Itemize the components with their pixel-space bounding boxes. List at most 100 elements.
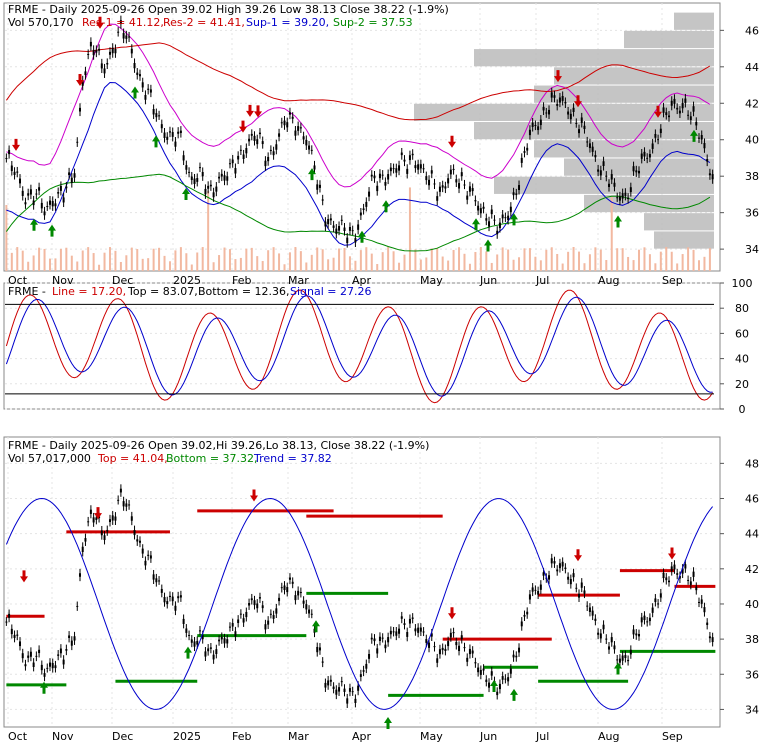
candle-body: [392, 631, 395, 633]
volume-bar: [572, 247, 575, 271]
candle-body: [248, 138, 251, 142]
x-tick-label: Nov: [52, 274, 74, 287]
candle-body: [665, 577, 668, 581]
candle-body: [602, 161, 605, 166]
candle-body: [89, 509, 92, 514]
candle-body: [92, 517, 95, 523]
candle-body: [528, 594, 531, 600]
x-tick-label: Mar: [288, 274, 309, 287]
arrow-shape: [448, 135, 456, 148]
candle-body: [198, 630, 201, 632]
candle-body: [239, 613, 242, 615]
candle-body: [335, 228, 338, 234]
candle-body: [68, 172, 71, 176]
volume-bar: [670, 251, 673, 271]
candle-body: [706, 159, 709, 162]
candle-body: [234, 168, 237, 174]
sell-arrow-icon: [668, 547, 676, 560]
candle-body: [117, 31, 120, 33]
volume-bar: [419, 259, 422, 271]
candle-body: [179, 130, 182, 134]
candle-body: [422, 168, 425, 170]
candle-body: [477, 667, 480, 673]
volume-profile-bar: [474, 122, 714, 140]
candle-body: [597, 169, 600, 172]
candle-body: [542, 106, 545, 111]
candle-body: [62, 659, 65, 665]
volume-bar: [561, 263, 564, 271]
candle-body: [528, 129, 531, 136]
candle-body: [670, 566, 673, 572]
candle-body: [583, 125, 586, 130]
candle-body: [201, 635, 204, 640]
price-header-vol: Vol 570,170: [8, 16, 73, 29]
volume-bar: [638, 249, 641, 271]
candle-body: [624, 192, 627, 196]
volume-profile-bar: [534, 140, 714, 158]
arrow-shape: [308, 168, 316, 181]
volume-bar: [599, 249, 602, 271]
volume-bar: [610, 197, 613, 271]
sell-arrow-icon: [96, 16, 104, 29]
candle-body: [501, 676, 504, 680]
x-tick-label: Jul: [535, 730, 549, 743]
x-tick-label: Jun: [479, 274, 497, 287]
candle-body: [318, 184, 321, 188]
volume-bar: [278, 253, 281, 271]
candle-body: [299, 127, 302, 129]
candle-body: [523, 151, 526, 153]
y-tick-label: 34: [745, 243, 759, 256]
candle-body: [711, 174, 714, 180]
candle-body: [288, 577, 291, 580]
candle-body: [654, 598, 657, 603]
candle-body: [147, 88, 150, 90]
volume-bar: [485, 251, 488, 271]
candle-body: [84, 538, 87, 542]
volume-bar: [387, 247, 390, 271]
volume-bar: [376, 264, 379, 271]
candle-body: [678, 110, 681, 114]
volume-bar: [681, 254, 684, 271]
candle-body: [348, 227, 351, 231]
candle-body: [569, 113, 572, 120]
candle-body: [700, 599, 703, 604]
candle-body: [539, 584, 542, 590]
candle-body: [354, 238, 357, 243]
volume-bar: [168, 261, 171, 271]
candle-body: [708, 173, 711, 176]
x-tick-label: May: [420, 730, 443, 743]
buy-arrow-icon: [384, 716, 392, 729]
candle-body: [651, 607, 654, 613]
candle-body: [373, 175, 376, 179]
candle-body: [185, 628, 188, 633]
candle-body: [35, 655, 38, 657]
candle-body: [488, 221, 491, 227]
candle-body: [610, 174, 613, 180]
candle-body: [250, 133, 253, 136]
volume-bar: [403, 254, 406, 271]
candle-body: [368, 653, 371, 659]
candle-body: [106, 62, 109, 65]
candle-body: [250, 598, 253, 601]
candle-body: [662, 107, 665, 113]
candle-body: [128, 504, 131, 506]
volume-bar: [48, 258, 51, 271]
candle-body: [428, 179, 431, 186]
candle-body: [599, 633, 602, 639]
candle-body: [605, 638, 608, 640]
volume-bar: [496, 254, 499, 271]
candle-body: [436, 196, 439, 201]
candle-body: [310, 613, 313, 615]
candle-body: [32, 662, 35, 667]
volume-bar: [507, 249, 510, 271]
candle-body: [348, 688, 351, 692]
candle-body: [174, 605, 177, 611]
y-tick-label: 42: [745, 97, 759, 110]
candle-body: [668, 580, 671, 583]
osc-header-line: Line = 17.20,: [52, 285, 126, 298]
candle-body: [689, 581, 692, 585]
candle-body: [389, 167, 392, 172]
volume-bar: [305, 262, 308, 271]
candle-body: [553, 95, 556, 98]
y-tick-label: 36: [745, 207, 759, 220]
